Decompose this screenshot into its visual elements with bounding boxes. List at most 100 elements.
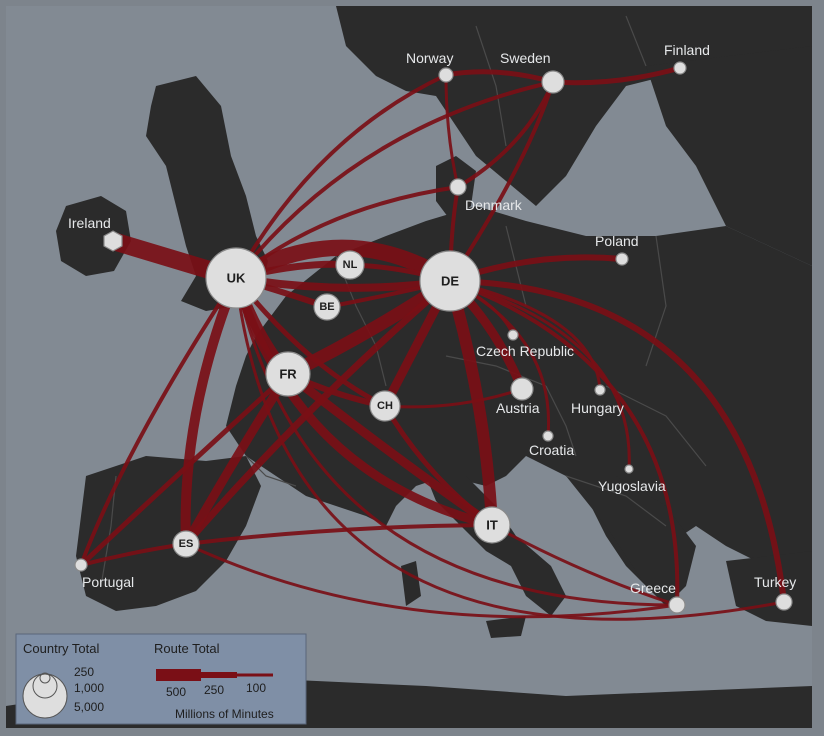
node-finland[interactable] — [673, 61, 687, 75]
node-denmark[interactable] — [449, 178, 467, 196]
inside-labels: UK DE FR IT ES NL BE CH — [179, 259, 498, 550]
label-ireland: Ireland — [68, 215, 111, 231]
route-ch-austria — [383, 387, 524, 409]
legend-circle-small — [39, 672, 51, 684]
node-uk[interactable] — [205, 247, 267, 309]
label-de: DE — [441, 274, 459, 289]
node-it[interactable] — [473, 506, 511, 544]
legend-units: Millions of Minutes — [175, 707, 274, 721]
node-poland[interactable] — [615, 252, 629, 266]
border-de-at — [445, 355, 547, 387]
land-ireland — [56, 196, 131, 276]
label-yugoslavia: Yugoslavia — [598, 478, 666, 494]
node-ch[interactable] — [369, 390, 401, 422]
label-es: ES — [179, 538, 194, 550]
legend-country-value-0: 250 — [74, 665, 94, 679]
label-sweden: Sweden — [500, 50, 551, 66]
node-czech[interactable] — [507, 329, 519, 341]
legend-circle-medium — [32, 673, 58, 699]
node-turkey[interactable] — [775, 593, 793, 611]
legend-route-bar-500 — [156, 669, 201, 681]
node-fr[interactable] — [265, 351, 311, 397]
land-sicily — [486, 616, 526, 638]
legend-route-value-0: 500 — [166, 685, 186, 699]
node-yugoslavia[interactable] — [624, 464, 634, 474]
legend-circle-large — [22, 673, 68, 719]
europe-telecom-map: UK DE FR IT ES NL BE CH Ireland Norway S… — [6, 6, 812, 728]
route-fr-es — [181, 369, 293, 549]
legend-route-value-2: 100 — [246, 681, 266, 695]
label-turkey: Turkey — [754, 574, 796, 590]
border-fr-es — [245, 455, 297, 487]
legend-country-value-1: 1,000 — [74, 681, 104, 695]
route-sweden-finland — [550, 65, 683, 86]
border-se-fi — [625, 15, 647, 67]
label-norway: Norway — [406, 50, 453, 66]
land-scandinavia — [336, 6, 812, 206]
route-es-it — [184, 523, 494, 546]
label-portugal: Portugal — [82, 574, 134, 590]
land-northeast — [646, 46, 812, 266]
route-sweden-denmark — [456, 80, 555, 189]
border-hu-ro — [605, 385, 707, 467]
route-de-it — [444, 275, 498, 531]
route-uk-es — [180, 273, 241, 549]
legend: Country Total 250 1,000 5,000 Route Tota… — [15, 633, 307, 725]
route-uk-it — [231, 273, 497, 530]
label-croatia: Croatia — [529, 442, 574, 458]
legend-route-bar-250 — [201, 672, 237, 678]
legend-route-bar-100 — [237, 673, 273, 677]
label-uk: UK — [227, 271, 246, 286]
route-uk-portugal — [79, 276, 238, 567]
node-es[interactable] — [172, 530, 200, 558]
node-sweden[interactable] — [541, 70, 565, 94]
border-at-hu — [545, 385, 577, 457]
node-de[interactable] — [419, 250, 481, 312]
border-pl-ua — [645, 235, 667, 367]
land-italy — [426, 476, 566, 616]
node-portugal[interactable] — [74, 558, 88, 572]
route-ch-it — [382, 403, 495, 528]
map-frame: UK DE FR IT ES NL BE CH Ireland Norway S… — [6, 6, 812, 728]
label-hungary: Hungary — [571, 400, 624, 416]
label-poland: Poland — [595, 233, 639, 249]
node-greece[interactable] — [668, 596, 686, 614]
route-de-es — [182, 277, 454, 548]
node-norway[interactable] — [438, 67, 454, 83]
label-fr: FR — [279, 367, 297, 382]
label-czech: Czech Republic — [476, 343, 574, 359]
route-de-sweden — [448, 80, 555, 283]
route-uk-greece — [234, 276, 679, 607]
label-denmark: Denmark — [465, 197, 523, 213]
route-sweden-norway — [443, 69, 556, 85]
outside-labels: Ireland Norway Sweden Finland Denmark Po… — [68, 42, 796, 596]
route-uk-sweden — [234, 80, 555, 280]
legend-country-total-title: Country Total — [23, 641, 99, 656]
route-es-greece — [184, 542, 679, 619]
route-uk-turkey — [234, 276, 786, 621]
route-norway-denmark — [444, 73, 460, 189]
node-be[interactable] — [313, 293, 341, 321]
country-nodes — [74, 61, 793, 614]
route-fr-portugal — [78, 371, 291, 568]
node-austria[interactable] — [510, 377, 534, 401]
border-no-se — [475, 25, 507, 147]
route-de-hungary — [448, 279, 602, 392]
route-uk-norway — [234, 73, 448, 280]
legend-route-total-title: Route Total — [154, 641, 220, 656]
route-de-greece — [448, 279, 680, 607]
route-de-turkey — [447, 278, 787, 605]
node-hungary[interactable] — [594, 384, 606, 396]
label-finland: Finland — [664, 42, 710, 58]
node-croatia[interactable] — [542, 430, 554, 442]
label-austria: Austria — [496, 400, 540, 416]
node-nl[interactable] — [335, 250, 365, 280]
label-greece: Greece — [630, 580, 676, 596]
node-ireland[interactable] — [103, 230, 123, 252]
legend-route-value-1: 250 — [204, 683, 224, 697]
legend-country-value-2: 5,000 — [74, 700, 104, 714]
land-balkans — [566, 476, 696, 606]
label-be: BE — [319, 301, 334, 313]
route-it-greece — [490, 523, 679, 607]
label-ch: CH — [377, 400, 393, 412]
